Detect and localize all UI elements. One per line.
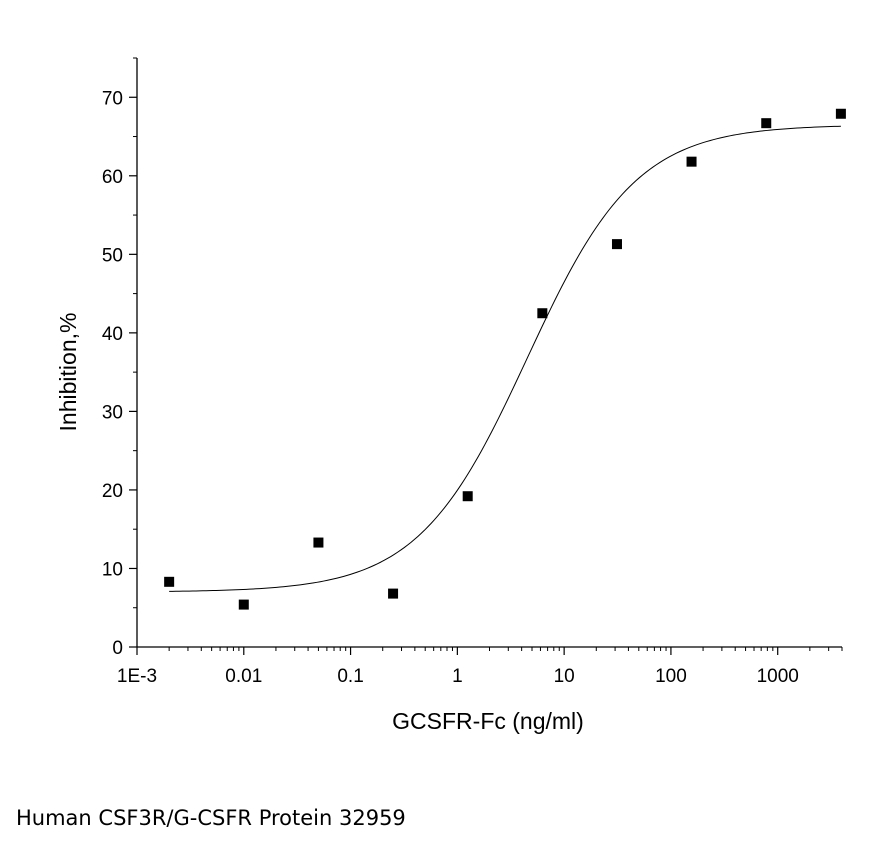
data-point	[313, 537, 324, 548]
data-point	[611, 239, 622, 250]
y-tick-label: 30	[102, 402, 123, 423]
x-axis-label: GCSFR-Fc (ng/ml)	[392, 708, 584, 734]
y-tick-label: 70	[102, 88, 123, 109]
data-point	[462, 491, 473, 502]
x-tick-label: 10	[554, 666, 575, 687]
y-tick-label: 40	[102, 324, 123, 345]
x-tick-label: 1	[452, 666, 463, 687]
x-tick-label: 0.01	[225, 666, 262, 687]
data-points	[164, 108, 846, 610]
data-point	[761, 118, 772, 129]
data-point	[835, 108, 846, 119]
y-tick-label: 20	[102, 481, 123, 502]
y-tick-label: 10	[102, 559, 123, 580]
dose-response-chart: 0 10 20 30 40 50 60 70 1E-3 0.01 0.1 1 10 100 1000 GCS…	[55, 57, 846, 734]
x-tick-label: 100	[655, 666, 687, 687]
x-tick-label: 1000	[757, 666, 799, 687]
data-point	[238, 599, 249, 610]
y-tick-label: 50	[102, 245, 123, 266]
x-tick-label: 0.1	[337, 666, 363, 687]
y-tick-label: 60	[102, 167, 123, 188]
y-tick-label: 0	[112, 638, 123, 659]
data-point	[388, 588, 399, 599]
x-tick-label: 1E-3	[117, 666, 157, 687]
data-point	[537, 308, 548, 319]
data-point	[164, 576, 175, 587]
fit-curve	[169, 125, 841, 592]
chart-axes: 0 10 20 30 40 50 60 70 1E-3 0.01 0.1 1 10 100 1000	[102, 57, 843, 687]
figure-caption: Human CSF3R/G-CSFR Protein 32959	[16, 806, 406, 830]
data-point	[686, 156, 697, 167]
y-axis-label: Inhibition,%	[55, 313, 81, 432]
